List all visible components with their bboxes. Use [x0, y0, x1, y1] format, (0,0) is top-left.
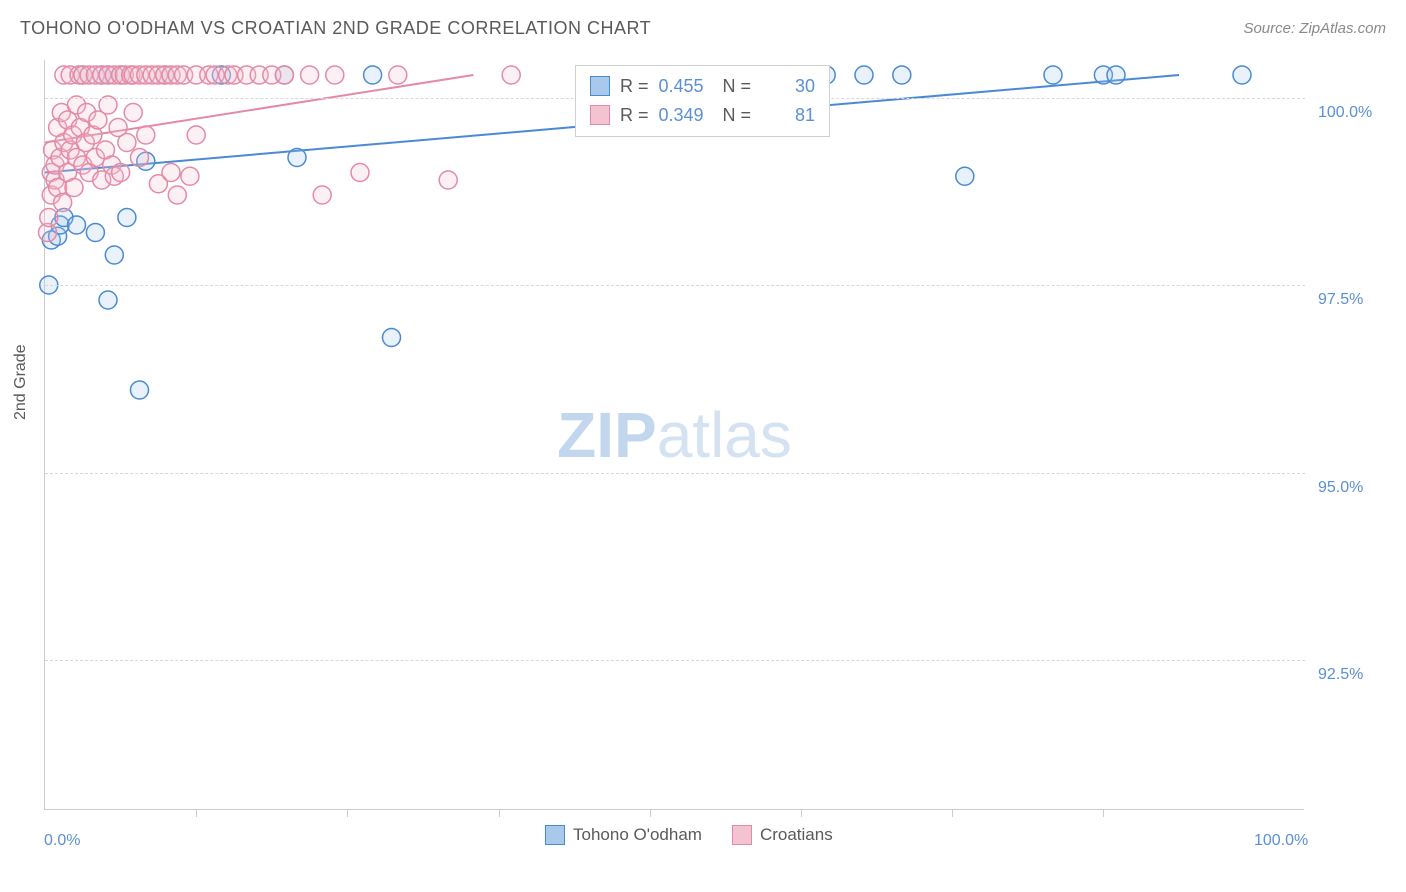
- data-point: [99, 291, 117, 309]
- x-tick: [499, 809, 500, 817]
- data-point: [131, 149, 149, 167]
- gridline: [45, 660, 1305, 661]
- data-point: [124, 104, 142, 122]
- x-tick: [650, 809, 651, 817]
- legend-swatch: [545, 825, 565, 845]
- data-point: [502, 66, 520, 84]
- data-point: [313, 186, 331, 204]
- y-tick-label: 95.0%: [1318, 479, 1363, 497]
- stats-row: R = 0.455 N = 30: [590, 72, 815, 101]
- x-tick: [1103, 809, 1104, 817]
- r-value: 0.455: [659, 72, 713, 101]
- data-point: [168, 186, 186, 204]
- r-value: 0.349: [659, 101, 713, 130]
- chart-header: TOHONO O'ODHAM VS CROATIAN 2ND GRADE COR…: [20, 18, 1386, 39]
- stats-box: R = 0.455 N = 30 R = 0.349 N = 81: [575, 65, 830, 137]
- data-point: [855, 66, 873, 84]
- plot-area: ZIPatlas R =0.455N =30R =0.349N =81Tohon…: [44, 60, 1304, 810]
- y-tick-label: 100.0%: [1318, 104, 1372, 122]
- data-point: [383, 329, 401, 347]
- data-point: [105, 246, 123, 264]
- r-label: R =: [620, 101, 649, 130]
- data-point: [181, 167, 199, 185]
- legend-label: Croatians: [760, 825, 833, 845]
- data-point: [118, 209, 136, 227]
- data-point: [65, 179, 83, 197]
- x-tick-label-min: 0.0%: [44, 832, 80, 850]
- data-point: [956, 167, 974, 185]
- series-swatch: [590, 76, 610, 96]
- legend: Tohono O'odham Croatians: [545, 825, 833, 845]
- y-axis-label: 2nd Grade: [12, 344, 30, 420]
- plot-svg: [45, 60, 1305, 810]
- data-point: [1233, 66, 1251, 84]
- legend-swatch: [732, 825, 752, 845]
- data-point: [439, 171, 457, 189]
- x-tick: [347, 809, 348, 817]
- data-point: [389, 66, 407, 84]
- data-point: [288, 149, 306, 167]
- chart-source: Source: ZipAtlas.com: [1243, 20, 1386, 37]
- n-value: 81: [761, 101, 815, 130]
- data-point: [1044, 66, 1062, 84]
- series-swatch: [590, 105, 610, 125]
- data-point: [351, 164, 369, 182]
- data-point: [68, 216, 86, 234]
- data-point: [326, 66, 344, 84]
- y-tick-label: 97.5%: [1318, 291, 1363, 309]
- data-point: [40, 209, 58, 227]
- data-point: [1107, 66, 1125, 84]
- y-tick-label: 92.5%: [1318, 666, 1363, 684]
- data-point: [112, 164, 130, 182]
- x-tick: [952, 809, 953, 817]
- n-label: N =: [723, 101, 752, 130]
- data-point: [99, 96, 117, 114]
- data-point: [162, 164, 180, 182]
- legend-label: Tohono O'odham: [573, 825, 702, 845]
- stats-row: R = 0.349 N = 81: [590, 101, 815, 130]
- data-point: [893, 66, 911, 84]
- x-tick: [801, 809, 802, 817]
- x-tick-label-max: 100.0%: [1254, 832, 1308, 850]
- gridline: [45, 473, 1305, 474]
- data-point: [86, 224, 104, 242]
- data-point: [364, 66, 382, 84]
- data-point: [275, 66, 293, 84]
- data-point: [54, 194, 72, 212]
- data-point: [131, 381, 149, 399]
- n-value: 30: [761, 72, 815, 101]
- legend-item: Tohono O'odham: [545, 825, 702, 845]
- chart-title: TOHONO O'ODHAM VS CROATIAN 2ND GRADE COR…: [20, 18, 651, 39]
- data-point: [137, 126, 155, 144]
- data-point: [187, 126, 205, 144]
- r-label: R =: [620, 72, 649, 101]
- gridline: [45, 285, 1305, 286]
- legend-item: Croatians: [732, 825, 833, 845]
- x-tick: [196, 809, 197, 817]
- data-point: [301, 66, 319, 84]
- data-point: [118, 134, 136, 152]
- n-label: N =: [723, 72, 752, 101]
